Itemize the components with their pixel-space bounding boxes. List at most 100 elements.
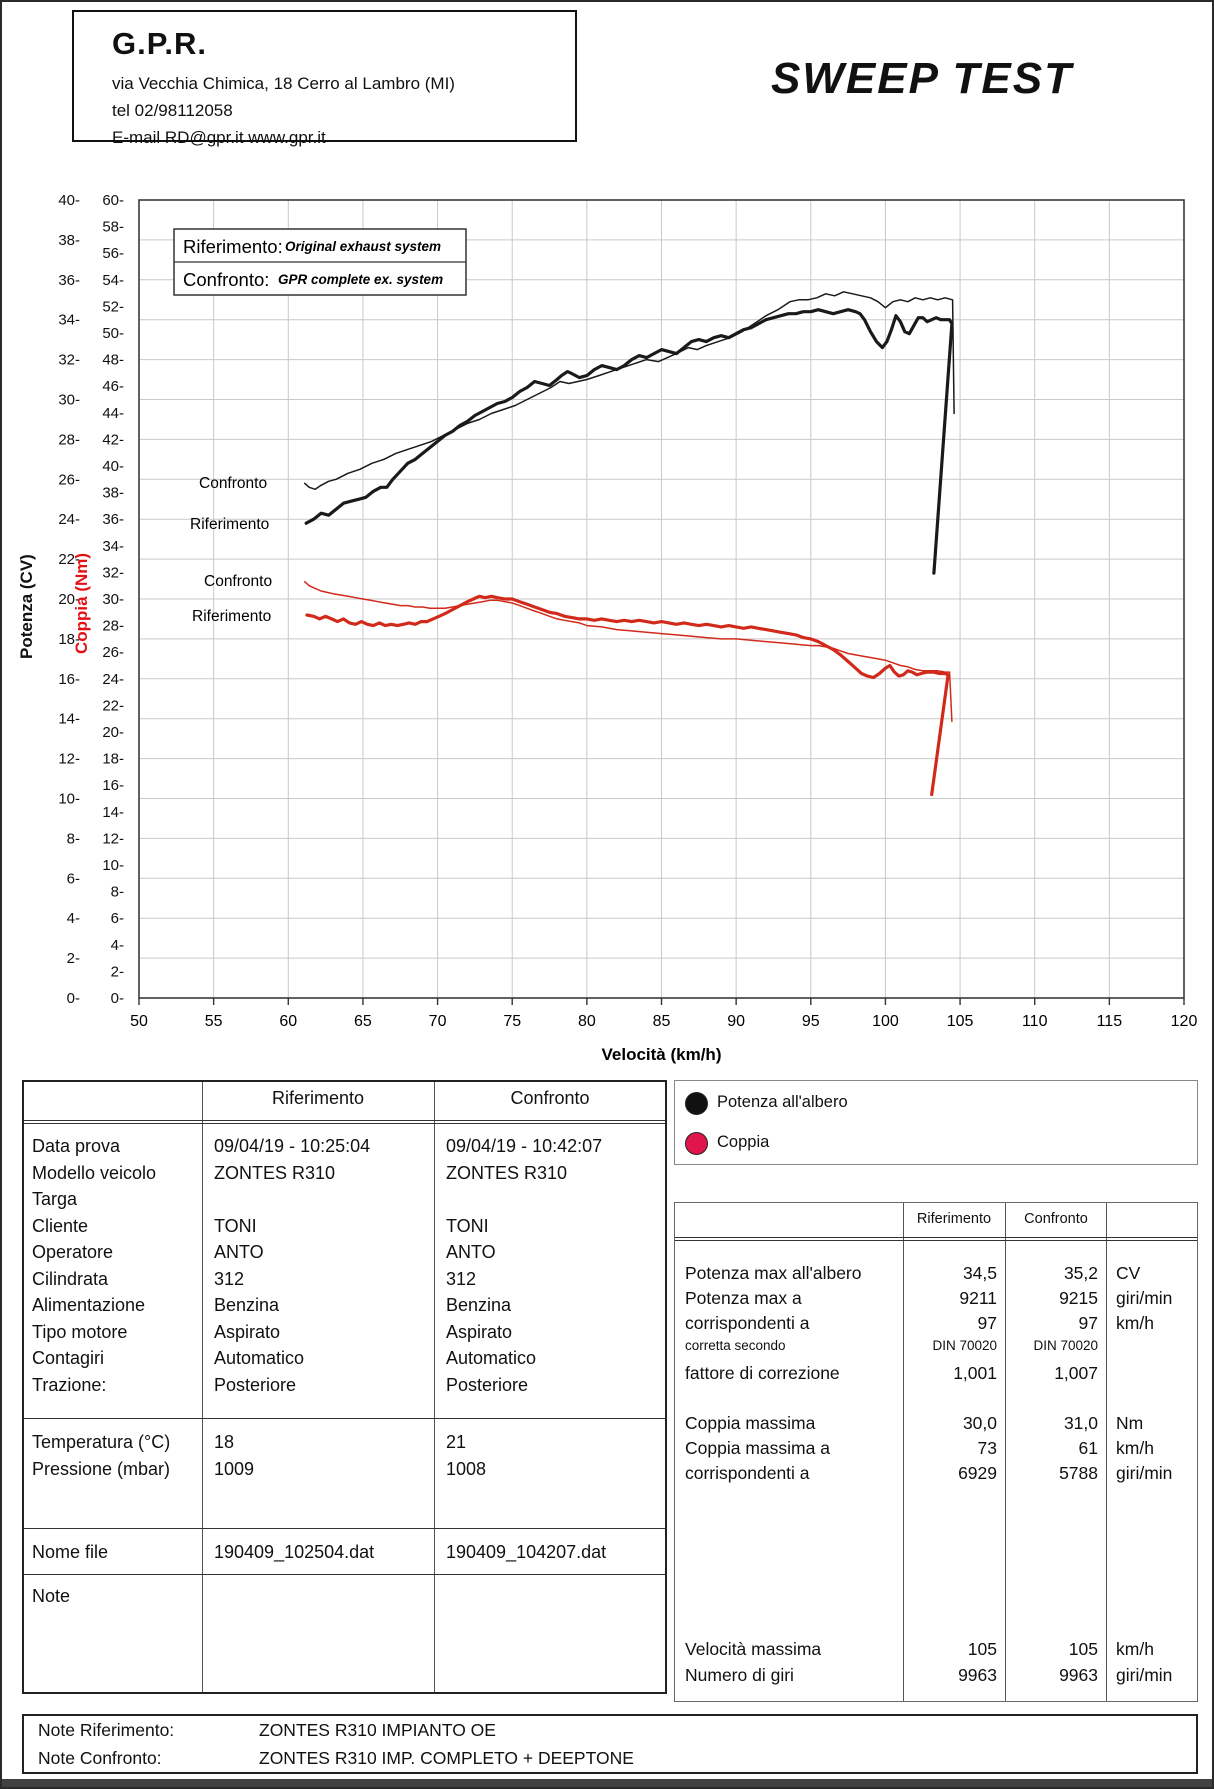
y-left-tick-label: 30- [58,392,80,409]
y-right-tick-label: 10- [102,857,124,874]
info-conf-value: 09/04/19 - 10:42:07 [446,1136,603,1156]
info-rif-value: ZONTES R310 [214,1162,336,1183]
table-row: fattore di correzione 1,001 1,007 [675,1363,1197,1389]
curve-potenza-riferimento [304,308,954,575]
table-row: Tipo motore Aspirato Aspirato [24,1322,665,1348]
result-conf-value: 31,0 [1063,1413,1098,1433]
y-right-tick-label: 26- [102,644,124,661]
result-unit: giri/min [1116,1463,1173,1483]
column-divider [202,1082,203,1692]
row-divider [675,1237,1197,1241]
report-title: SWEEP TEST [771,54,1073,103]
result-label: Coppia massima [685,1413,816,1433]
info-label: Cliente [32,1215,89,1236]
y-right-tick-label: 40- [102,458,124,475]
info-rif-value: Automatico [214,1348,305,1368]
info-label: Targa [32,1189,78,1209]
result-label: Potenza max all'albero [685,1263,862,1283]
result-label: corrispondenti a [685,1463,810,1483]
legend-riferimento-value: Original exhaust system [285,239,441,254]
table-row: Pressione (mbar) 1009 1008 [24,1459,665,1485]
y-right-tick-label: 38- [102,485,124,502]
info-conf-value: 312 [446,1268,477,1289]
company-header-box: G.P.R. via Vecchia Chimica, 18 Cerro al … [72,10,577,147]
x-tick-label: 55 [205,1013,223,1030]
x-tick-label: 50 [130,1013,148,1030]
table-row: corrispondenti a 6929 5788 giri/min [675,1463,1197,1489]
y-right-tick-label: 14- [102,804,124,821]
x-tick-label: 95 [802,1013,820,1030]
info-col-header-riferimento: Riferimento [271,1088,365,1108]
y-right-tick-label: 36- [102,511,124,528]
result-rif-value: 105 [967,1639,997,1659]
env-label: Pressione (mbar) [32,1459,171,1479]
y-left-tick-label: 10- [58,791,80,808]
result-rif-value: 9963 [958,1665,997,1685]
y-right-tick-label: 18- [102,751,124,768]
info-rif-value: ANTO [214,1242,264,1262]
result-conf-value: 105 [1068,1639,1098,1659]
test-info-table: Riferimento Confronto Data prova 09/04/19 -… [22,1080,667,1694]
x-tick-label: 80 [578,1013,596,1030]
footer-note-value: ZONTES R310 IMPIANTO OE [259,1720,496,1740]
env-label: Temperatura (°C) [32,1432,171,1452]
y-left-tick-label: 32- [58,352,80,369]
y-left-tick-label: 20- [58,591,80,608]
table-row: corretta secondo DIN 70020 DIN 70020 [675,1338,1197,1364]
info-label: Trazione: [32,1374,107,1395]
y-left-tick-label: 24- [58,511,80,528]
info-conf-value: ZONTES R310 [446,1162,568,1183]
series-legend-panel: Potenza all'albero Coppia [674,1080,1198,1165]
result-label: Velocità massima [685,1639,822,1659]
info-label: Alimentazione [32,1295,146,1315]
y-right-tick-label: 54- [102,272,124,289]
table-row: Cliente TONI TONI [24,1216,665,1242]
y-right-tick-label: 60- [102,192,124,209]
table-row: corrispondenti a 97 97 km/h [675,1313,1197,1339]
y-right-tick-label: 20- [102,724,124,741]
legend-confronto-value: GPR complete ex. system [278,272,443,287]
y-left-tick-label: 14- [58,711,80,728]
x-tick-label: 70 [429,1013,447,1030]
result-rif-value: 34,5 [962,1263,997,1283]
curve-annotation: Confronto [204,573,272,590]
result-unit: km/h [1116,1313,1154,1333]
info-rif-value: Aspirato [214,1321,281,1342]
x-tick-label: 100 [872,1013,899,1030]
result-conf-value: 5788 [1059,1463,1098,1483]
table-row: Numero di giri 9963 9963 giri/min [675,1665,1197,1691]
results-col-header-riferimento: Riferimento [916,1211,992,1227]
y-right-tick-label: 34- [102,538,124,555]
result-conf-value: 61 [1078,1438,1098,1458]
legend-riferimento-label: Riferimento: [183,236,283,257]
legend-item-label: Potenza all'albero [717,1093,848,1111]
result-label: Potenza max a [685,1288,802,1308]
x-tick-label: 120 [1171,1013,1198,1030]
scan-bottom-bar [2,1779,1212,1787]
result-rif-value: DIN 70020 [932,1338,997,1353]
curve-coppia-riferimento [305,594,950,797]
y-left-tick-label: 34- [58,312,80,329]
table-row: Note [24,1586,665,1612]
footer-notes-box: Note Riferimento: ZONTES R310 IMPIANTO OE… [22,1714,1198,1774]
legend-item-label: Coppia [717,1133,770,1151]
y-right-tick-label: 6- [111,910,124,927]
result-label: corretta secondo [685,1338,786,1353]
info-conf-value: TONI [446,1215,489,1236]
row-divider [24,1418,665,1419]
y-right-tick-label: 4- [111,937,124,954]
potenza-legend-dot-icon [685,1092,708,1115]
results-col-header-confronto: Confronto [1024,1211,1088,1227]
y-right-axis-title: Coppia (Nm) [72,553,91,654]
result-unit: giri/min [1116,1288,1173,1308]
result-conf-value: 35,2 [1063,1263,1098,1283]
y-left-tick-label: 40- [58,192,80,209]
file-conf-value: 190409_104207.dat [446,1542,607,1562]
curve-annotation: Riferimento [190,516,269,533]
y-right-tick-label: 48- [102,352,124,369]
info-label: Data prova [32,1136,121,1156]
table-row: Velocità massima 105 105 km/h [675,1639,1197,1665]
table-row: Note Confronto: ZONTES R310 IMP. COMPLETO… [24,1748,1196,1775]
y-left-tick-label: 38- [58,232,80,249]
